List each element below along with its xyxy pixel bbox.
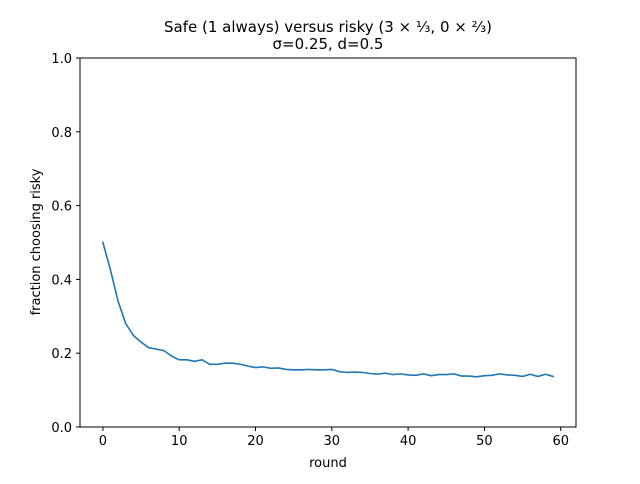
chart-subtitle: σ=0.25, d=0.5: [273, 35, 384, 53]
y-tick-label: 0.2: [51, 347, 72, 362]
y-axis-label: fraction choosing risky: [29, 168, 44, 315]
x-tick-label: 50: [476, 434, 493, 449]
x-tick-label: 10: [171, 434, 188, 449]
y-tick-label: 1.0: [51, 52, 72, 67]
x-tick-label: 30: [324, 434, 341, 449]
y-tick-label: 0.4: [51, 273, 72, 288]
y-tick-label: 0.8: [51, 126, 72, 141]
chart-title: Safe (1 always) versus risky (3 × ⅓, 0 ×…: [164, 18, 492, 36]
x-tick-label: 60: [552, 434, 569, 449]
x-axis-label: round: [309, 456, 347, 471]
x-tick-label: 40: [400, 434, 417, 449]
plot-area: [101, 241, 555, 378]
y-tick-label: 0.0: [51, 421, 72, 436]
series-line-0: [101, 241, 555, 378]
y-tick-label: 0.6: [51, 200, 72, 215]
x-tick-label: 20: [247, 434, 264, 449]
y-axis: 0.0 0.2 0.4 0.6 0.8 1.0: [51, 52, 80, 436]
x-tick-label: 0: [99, 434, 107, 449]
x-axis: 0 10 20 30 40 50 60: [99, 427, 569, 449]
axes-frame: [79, 57, 577, 428]
